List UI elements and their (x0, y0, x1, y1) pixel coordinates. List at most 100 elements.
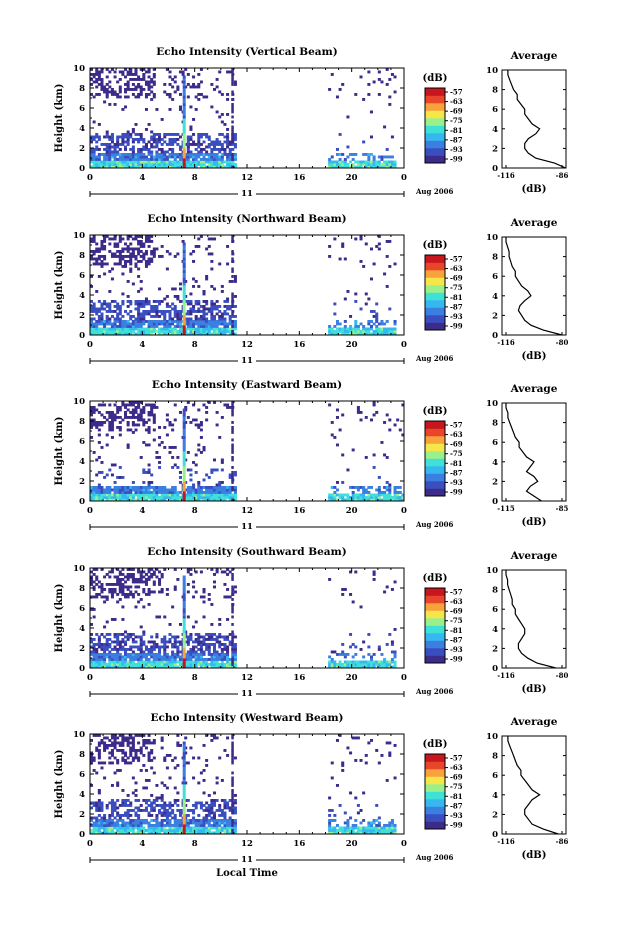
colorbar-tick-label: -69 (450, 607, 463, 616)
colorbar-tick-label: -99 (450, 821, 463, 830)
average-ytick-label: 6 (492, 105, 498, 115)
average-ytick-label: 8 (492, 86, 498, 96)
day-label-bg (238, 520, 256, 530)
average-frame (501, 569, 567, 669)
panel-4: Echo Intensity (Westward Beam) 0 2 4 6 8 10 0 4 8… (54, 712, 568, 879)
colorbar-tick-label: -57 (450, 588, 463, 597)
xtick-label: 4 (139, 340, 145, 350)
colorbar-tick-label: -87 (450, 468, 463, 477)
day-label: 11 (241, 855, 253, 865)
colorbar-tick-label: -87 (450, 635, 463, 644)
ytick-label: 0 (79, 664, 85, 674)
average-frame (501, 402, 567, 502)
xtick-label: 8 (192, 340, 198, 350)
ytick-label: 4 (79, 457, 85, 467)
colorbar-segment (425, 769, 445, 777)
ytick-label: 8 (79, 417, 85, 427)
colorbar-tick-label: -69 (450, 107, 463, 116)
heatmap-cells (90, 734, 397, 834)
average-ytick-label: 6 (492, 771, 498, 781)
average-xtick-label: -80 (556, 671, 569, 680)
colorbar-segment (425, 292, 445, 301)
colorbar-segment (425, 436, 445, 444)
xtick-label: 16 (293, 839, 305, 849)
xtick-label: 4 (139, 506, 145, 516)
colorbar-frame (424, 87, 446, 164)
average-xlabel: (dB) (522, 684, 547, 695)
panel-title: Echo Intensity (Southward Beam) (147, 546, 346, 558)
average-xlabel: (dB) (522, 351, 547, 362)
panel-title: Echo Intensity (Northward Beam) (147, 213, 346, 225)
colorbar-unit: (dB) (423, 406, 448, 417)
colorbar-frame (424, 753, 446, 830)
colorbar-tick-label: -75 (450, 116, 463, 125)
average-ytick-label: 4 (492, 292, 498, 302)
colorbar-segment (425, 140, 445, 149)
colorbar-segment (425, 458, 445, 467)
colorbar-tick-label: -75 (450, 782, 463, 791)
colorbar-tick-label: -81 (450, 459, 463, 468)
xtick-label: 0 (401, 173, 407, 183)
colorbar-segment (425, 648, 445, 656)
colorbar-tick-label: -57 (450, 754, 463, 763)
xtick-label: 16 (293, 506, 305, 516)
colorbar-segment (425, 595, 445, 604)
average-ytick-label: 0 (492, 497, 498, 507)
average-profile-line (507, 736, 559, 835)
colorbar-tick-label: -69 (450, 773, 463, 782)
panel-0: Echo Intensity (Vertical Beam) 0 2 4 6 8 10 0 4 8… (54, 46, 568, 199)
average-profile-line (505, 570, 556, 669)
average-xtick-label: -116 (497, 837, 515, 846)
colorbar-tick-label: -87 (450, 135, 463, 144)
average-ytick-label: 8 (492, 586, 498, 596)
colorbar-segment (425, 262, 445, 271)
average-ytick-label: 2 (492, 144, 498, 154)
colorbar-segment (425, 466, 445, 474)
ytick-label: 0 (79, 164, 85, 174)
colorbar-frame (424, 254, 446, 331)
average-title: Average (510, 716, 558, 728)
colorbar-tick-label: -63 (450, 430, 463, 439)
average-xtick-label: -86 (556, 837, 569, 846)
ytick-label: 6 (79, 604, 85, 614)
average-ytick-label: 2 (492, 644, 498, 654)
colorbar-segment (425, 588, 445, 596)
average-ytick-label: 6 (492, 605, 498, 615)
colorbar-tick-label: -69 (450, 440, 463, 449)
colorbar-tick-label: -93 (450, 645, 463, 654)
ytick-label: 2 (79, 311, 85, 321)
average-ytick-label: 10 (486, 233, 498, 243)
average-xtick-label: -86 (556, 171, 569, 180)
heatmap-cells (90, 401, 404, 501)
heatmap-cells (90, 235, 397, 335)
average-ytick-label: 0 (492, 664, 498, 674)
average-frame (501, 236, 567, 336)
average-xtick-label: -80 (556, 338, 569, 347)
day-label-bg (238, 187, 256, 197)
average-profile-line (505, 403, 542, 502)
y-axis-label: Height (km) (54, 750, 65, 819)
ytick-label: 10 (73, 64, 85, 74)
xtick-label: 12 (241, 173, 253, 183)
date-label: Aug 2006 (415, 187, 453, 196)
average-ytick-label: 4 (492, 125, 498, 135)
xtick-label: 0 (87, 839, 93, 849)
colorbar-tick-label: -81 (450, 126, 463, 135)
average-xlabel: (dB) (522, 517, 547, 528)
ytick-label: 8 (79, 750, 85, 760)
ytick-label: 8 (79, 84, 85, 94)
colorbar-segment (425, 625, 445, 634)
colorbar-tick-label: -75 (450, 616, 463, 625)
average-xtick-label: -116 (497, 671, 515, 680)
xtick-label: 4 (139, 673, 145, 683)
colorbar-tick-label: -93 (450, 811, 463, 820)
colorbar-segment (425, 473, 445, 482)
colorbar-segment (425, 315, 445, 323)
xtick-label: 20 (346, 673, 358, 683)
average-xtick-label: -85 (556, 504, 569, 513)
ytick-label: 10 (73, 730, 85, 740)
xtick-label: 8 (192, 839, 198, 849)
colorbar-tick-label: -57 (450, 421, 463, 430)
colorbar-segment (425, 784, 445, 792)
heatmap-cells (90, 68, 397, 168)
